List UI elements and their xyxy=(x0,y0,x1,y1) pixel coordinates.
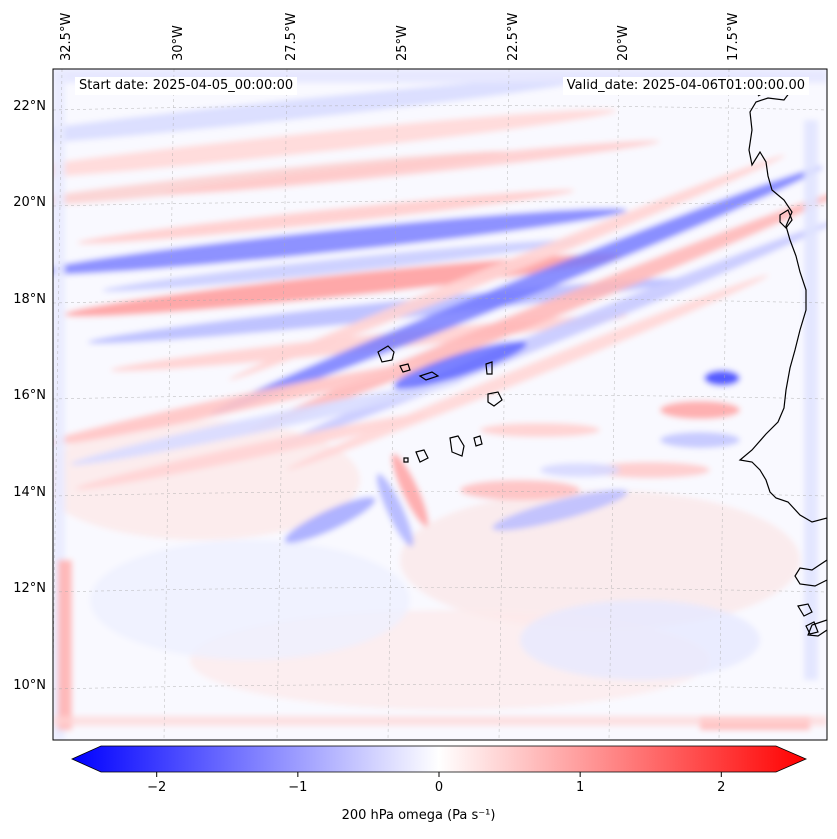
island-sal xyxy=(485,361,493,375)
coast-islet-2 xyxy=(797,603,813,617)
island-fogo xyxy=(415,449,429,463)
island-santiago xyxy=(449,435,465,457)
lon-label: 17.5°W xyxy=(726,12,741,61)
colorbar-tick-label: 2 xyxy=(717,780,726,795)
parallel-line xyxy=(53,105,827,111)
lat-label: 22°N xyxy=(13,99,46,114)
lat-label: 14°N xyxy=(13,485,46,500)
parallel-line xyxy=(53,201,827,207)
map-frame xyxy=(52,68,828,741)
island-boa-vista xyxy=(487,391,503,407)
parallel-line xyxy=(53,684,827,690)
gridlines xyxy=(53,69,827,740)
colorbar-label: 200 hPa omega (Pa s⁻¹) xyxy=(341,808,496,823)
meridian-line xyxy=(276,69,288,740)
parallel-line xyxy=(53,394,827,400)
lat-label: 10°N xyxy=(13,678,46,693)
lon-label: 22.5°W xyxy=(506,12,521,61)
lat-label: 16°N xyxy=(13,388,46,403)
start-date-label: Start date: 2025-04-05_00:00:00 xyxy=(75,77,298,95)
colorbar xyxy=(71,745,808,777)
colorbar-tick-label: −2 xyxy=(147,780,167,795)
island-sao-vicente xyxy=(399,363,411,373)
meridian-line xyxy=(608,69,620,740)
island-sao-nicolau xyxy=(418,371,440,381)
lon-label: 32.5°W xyxy=(59,12,74,61)
meridian-line xyxy=(387,69,399,740)
colorbar-body xyxy=(71,745,808,773)
lon-label: 25°W xyxy=(395,25,410,61)
lat-label: 12°N xyxy=(13,581,46,596)
colorbar-tickmarks xyxy=(156,772,722,777)
lat-label: 18°N xyxy=(13,292,46,307)
meridian-line xyxy=(53,69,63,694)
island-brava xyxy=(403,457,409,463)
coast-islet-1 xyxy=(779,209,793,229)
parallel-line xyxy=(53,491,827,497)
island-maio xyxy=(473,435,483,447)
colorbar-tick-label: 1 xyxy=(576,780,585,795)
lon-label: 20°W xyxy=(616,25,631,61)
lon-label: 30°W xyxy=(171,25,186,61)
meridian-line xyxy=(163,69,175,740)
colorbar-tick-label: −1 xyxy=(288,780,308,795)
parallel-line xyxy=(53,298,827,304)
valid-date-label: Valid_date: 2025-04-06T01:00:00.00 xyxy=(562,77,809,95)
parallel-line xyxy=(53,587,827,593)
colorbar-tick-label: 0 xyxy=(434,780,444,795)
lat-label: 20°N xyxy=(13,195,46,210)
coast-islet-3 xyxy=(805,621,819,635)
omega-field xyxy=(53,69,827,740)
lon-label: 27.5°W xyxy=(284,12,299,61)
island-santo-antao xyxy=(377,345,395,363)
meridian-line xyxy=(718,69,730,740)
meridian-line xyxy=(498,69,510,740)
